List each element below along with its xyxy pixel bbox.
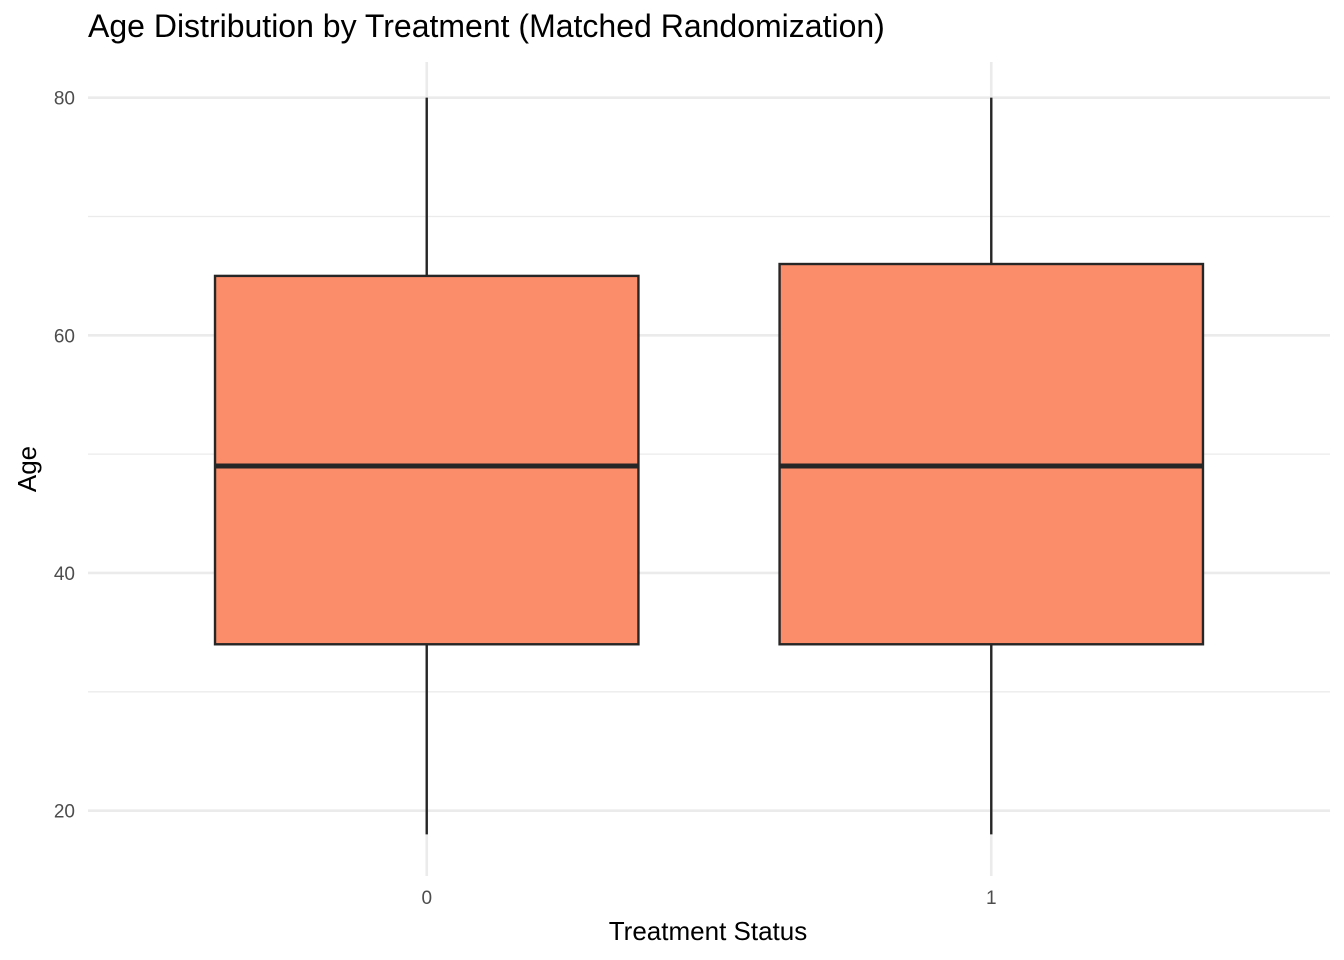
y-tick-label: 20 bbox=[54, 802, 75, 823]
box-group-1 bbox=[778, 97, 1205, 835]
y-tick-label: 80 bbox=[54, 89, 75, 110]
y-tick-label: 60 bbox=[54, 326, 75, 347]
box-group-0 bbox=[213, 97, 640, 835]
y-tick-label: 40 bbox=[54, 564, 75, 585]
box bbox=[778, 262, 1205, 646]
x-axis-title: Treatment Status bbox=[609, 916, 807, 946]
y-tick-labels: 20 40 60 80 bbox=[54, 89, 75, 823]
y-axis-title: Age bbox=[12, 446, 42, 492]
box bbox=[213, 274, 640, 646]
x-tick-label: 1 bbox=[986, 888, 997, 909]
chart-title: Age Distribution by Treatment (Matched R… bbox=[88, 8, 885, 44]
x-tick-label: 0 bbox=[421, 888, 432, 909]
boxes bbox=[213, 97, 1205, 835]
